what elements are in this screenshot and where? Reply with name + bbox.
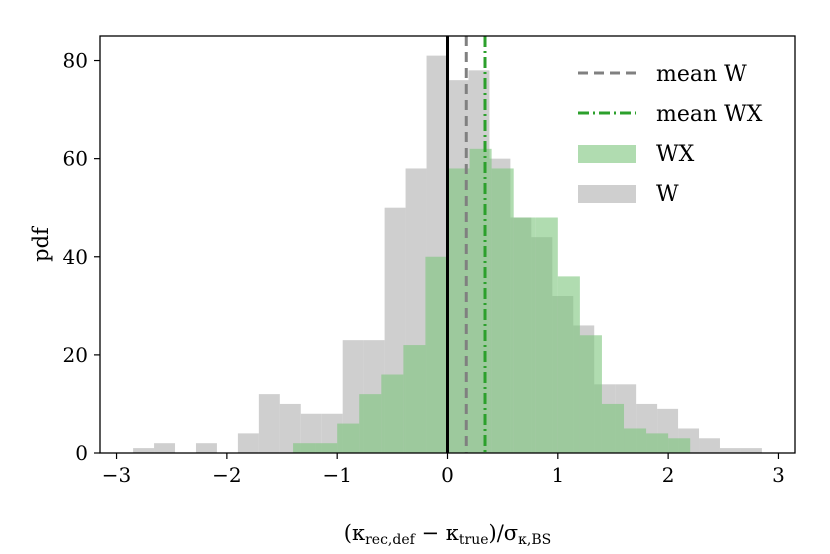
legend-label: W xyxy=(656,182,679,207)
bar-wx xyxy=(315,443,338,453)
legend: mean W mean WX WX W xyxy=(578,62,763,207)
x-tick-label: 2 xyxy=(662,463,675,487)
bar-wx xyxy=(425,256,448,453)
x-tick-label: 1 xyxy=(551,463,564,487)
bar-wx xyxy=(337,423,360,453)
x-tick-label: 0 xyxy=(441,463,454,487)
bar-wx xyxy=(557,276,580,453)
bar-w xyxy=(133,448,155,453)
bar-wx xyxy=(601,403,625,453)
y-tick-label: 40 xyxy=(63,245,88,269)
legend-label: WX xyxy=(656,142,695,167)
legend-swatch xyxy=(578,145,636,163)
y-axis-label: pdf xyxy=(29,225,53,262)
bar-w xyxy=(699,438,720,453)
x-tick-label: 3 xyxy=(772,463,785,487)
bar-wx xyxy=(403,345,426,453)
bar-w xyxy=(719,448,741,453)
y-axis-ticks: 0 20 40 60 80 xyxy=(63,49,100,465)
bar-w xyxy=(195,443,217,453)
bar-wx xyxy=(624,428,647,453)
bar-wx xyxy=(381,374,404,453)
bar-w xyxy=(740,448,762,453)
bar-wx xyxy=(469,148,492,453)
legend-label: mean W xyxy=(656,62,747,87)
y-tick-label: 60 xyxy=(63,147,88,171)
bar-wx xyxy=(646,433,669,453)
legend-label: mean WX xyxy=(656,102,763,127)
bar-w xyxy=(258,394,280,453)
legend-swatch xyxy=(578,185,636,203)
bar-wx xyxy=(579,335,602,453)
bar-wx xyxy=(447,168,470,454)
bar-wx xyxy=(513,217,536,453)
y-tick-label: 80 xyxy=(63,49,88,73)
bar-wx xyxy=(359,394,382,453)
bar-w xyxy=(154,443,176,453)
y-tick-label: 0 xyxy=(75,441,88,465)
x-axis-label: (κrec,def − κtrue)/σκ,BS xyxy=(344,521,551,548)
x-axis-ticks: −3 −2 −1 0 1 2 3 xyxy=(102,453,785,487)
bar-wx xyxy=(535,217,558,453)
x-tick-label: −2 xyxy=(212,463,241,487)
bar-w xyxy=(279,403,301,453)
bar-w xyxy=(237,433,259,453)
y-tick-label: 20 xyxy=(63,343,88,367)
x-tick-label: −1 xyxy=(322,463,351,487)
bar-wx xyxy=(293,443,316,453)
x-tick-label: −3 xyxy=(102,463,131,487)
reference-lines xyxy=(446,36,487,453)
bar-wx xyxy=(668,438,691,453)
bar-wx xyxy=(491,168,514,454)
